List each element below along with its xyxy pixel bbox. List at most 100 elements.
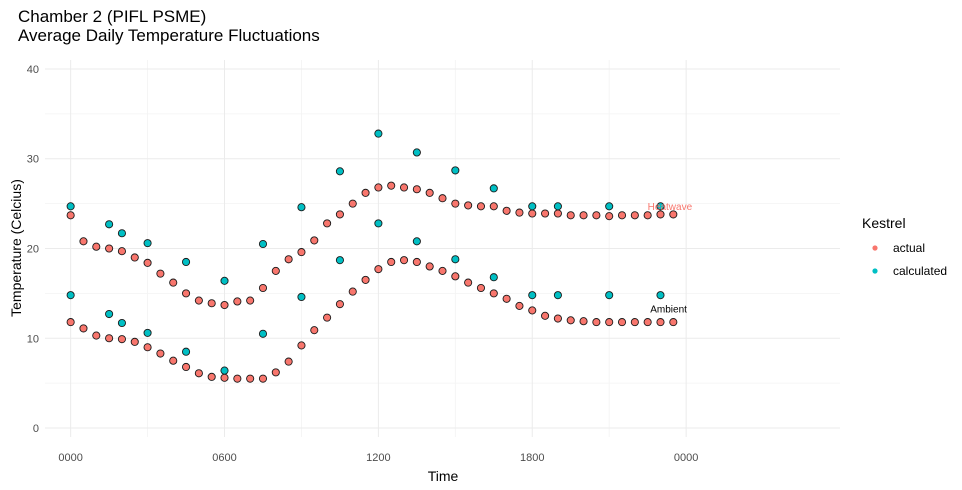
point-calculated (181, 347, 191, 356)
point-actual (105, 244, 114, 253)
point-calculated (258, 239, 268, 249)
point-actual (592, 318, 601, 327)
point-actual (246, 374, 255, 383)
data-points (66, 129, 678, 383)
point-actual (117, 247, 126, 256)
x-tick-label: 0000 (58, 452, 82, 464)
annotation-heatwave: Heatwave (648, 202, 693, 213)
point-actual (220, 373, 229, 382)
point-actual (425, 262, 434, 271)
point-actual (399, 256, 409, 265)
y-tick-label: 30 (27, 154, 39, 166)
point-calculated (117, 229, 126, 238)
y-tick-label: 0 (33, 423, 39, 435)
point-actual (117, 335, 126, 344)
point-calculated (258, 329, 268, 338)
point-actual (515, 301, 524, 310)
point-actual (669, 210, 678, 219)
legend-label-calculated: calculated (893, 264, 947, 278)
point-calculated (412, 237, 421, 246)
point-calculated (297, 292, 306, 302)
point-actual (207, 372, 216, 381)
point-actual (284, 255, 293, 264)
point-actual (79, 237, 88, 246)
point-actual (579, 211, 588, 220)
point-actual (335, 300, 344, 309)
point-actual (553, 314, 562, 323)
point-actual (105, 334, 114, 343)
point-actual (92, 331, 101, 340)
point-actual (605, 318, 614, 327)
point-actual (220, 300, 229, 310)
x-axis-title: Time (428, 468, 459, 484)
point-calculated (489, 273, 498, 282)
point-actual (669, 318, 678, 327)
point-actual (361, 275, 370, 284)
point-actual (630, 211, 639, 220)
point-calculated (605, 291, 614, 300)
point-actual (541, 311, 550, 320)
point-actual (130, 253, 139, 262)
point-actual (451, 199, 460, 208)
point-actual (246, 296, 255, 305)
point-actual (553, 209, 562, 218)
point-calculated (181, 257, 191, 267)
y-tick-label: 10 (27, 333, 39, 345)
point-actual (361, 188, 370, 197)
point-actual (515, 208, 524, 217)
point-actual (130, 337, 139, 346)
legend-label-actual: actual (893, 241, 925, 255)
point-actual (528, 306, 537, 315)
y-tick-label: 40 (27, 64, 39, 76)
point-actual (502, 294, 511, 303)
legend-entries: actual calculated (872, 241, 947, 278)
point-actual (284, 357, 293, 366)
point-actual (66, 211, 75, 220)
point-calculated (656, 202, 665, 211)
point-actual (92, 242, 101, 251)
point-actual (348, 199, 357, 208)
point-calculated (335, 256, 344, 265)
x-tick-label: 0600 (212, 452, 236, 464)
point-actual (297, 341, 306, 350)
point-calculated (605, 202, 614, 211)
point-actual (143, 343, 152, 352)
point-actual (374, 265, 383, 274)
x-tick-label: 0000 (674, 452, 698, 464)
point-actual (194, 369, 203, 378)
point-calculated (220, 366, 229, 375)
point-actual (181, 289, 191, 298)
point-calculated (656, 291, 665, 300)
plot-grid (45, 60, 840, 437)
point-calculated (553, 291, 562, 300)
point-calculated (528, 202, 537, 211)
point-calculated (220, 276, 229, 285)
point-calculated (143, 239, 152, 248)
point-actual (656, 318, 665, 327)
point-actual (169, 356, 178, 365)
point-actual (207, 299, 216, 308)
point-actual (464, 201, 473, 210)
y-axis-ticks: 0 10 20 30 40 (27, 64, 39, 435)
point-actual (438, 194, 447, 203)
point-actual (617, 318, 627, 327)
point-actual (143, 258, 152, 267)
x-tick-label: 1200 (366, 452, 390, 464)
point-calculated (105, 309, 114, 319)
point-actual (79, 324, 88, 333)
point-actual (451, 272, 460, 281)
point-calculated (374, 219, 383, 228)
point-actual (566, 316, 575, 325)
point-actual (233, 374, 242, 383)
point-actual (476, 283, 486, 293)
point-calculated (528, 291, 537, 300)
point-actual (643, 318, 652, 327)
x-tick-label: 1800 (520, 452, 544, 464)
point-actual (271, 368, 280, 377)
point-actual (271, 266, 280, 275)
point-actual (528, 209, 537, 218)
point-actual (169, 278, 178, 287)
point-calculated (451, 166, 460, 175)
y-axis-title: Temperature (Celcius) (8, 179, 24, 317)
